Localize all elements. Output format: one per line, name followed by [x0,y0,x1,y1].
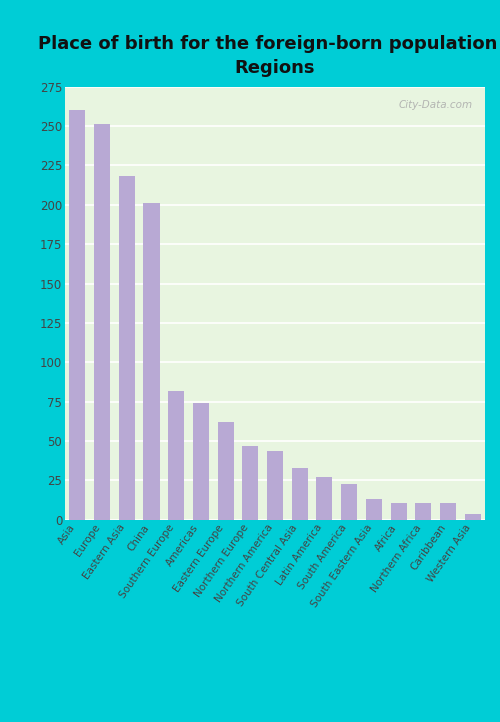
Bar [242,445,258,520]
Bar [341,484,357,520]
Bar [94,124,110,520]
Bar [218,422,234,520]
Bar [193,404,209,520]
Bar [440,503,456,520]
Bar [316,477,332,520]
Bar [415,503,432,520]
Text: City-Data.com: City-Data.com [398,100,472,110]
Bar [70,110,86,520]
Bar [168,391,184,520]
Bar [366,500,382,520]
Bar [390,503,406,520]
Bar [118,176,135,520]
Bar [464,513,480,520]
Bar [292,468,308,520]
Bar [267,451,283,520]
Title: Place of birth for the foreign-born population -
Regions: Place of birth for the foreign-born popu… [38,35,500,77]
Bar [144,203,160,520]
